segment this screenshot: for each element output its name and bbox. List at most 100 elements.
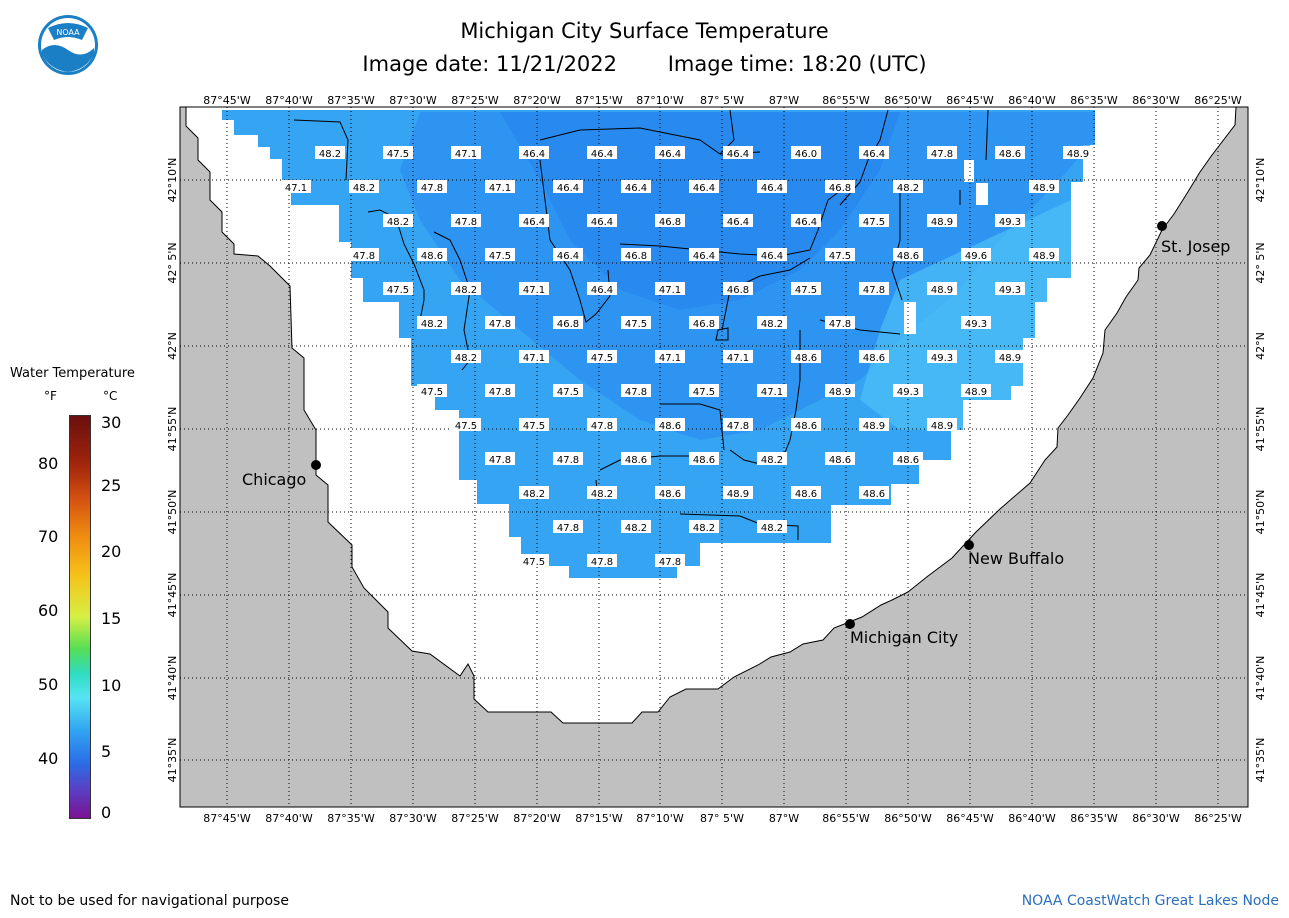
temperature-value: 46.4	[761, 251, 783, 262]
temperature-label-bg	[587, 350, 617, 363]
city-label-new-buffalo: New Buffalo	[968, 549, 1064, 568]
temperature-label-bg	[893, 248, 923, 261]
temperature-label-bg	[927, 146, 957, 159]
temperature-value: 48.6	[625, 455, 647, 466]
temperature-value: 48.6	[897, 455, 919, 466]
longitude-label: 86°50'W	[884, 812, 932, 825]
legend-f-tick: 50	[38, 675, 59, 694]
temperature-value: 49.3	[965, 319, 987, 330]
temperature-value: 46.4	[625, 183, 647, 194]
temperature-value: 49.3	[999, 217, 1021, 228]
longitude-label: 87°35'W	[327, 812, 375, 825]
temperature-label-bg	[383, 214, 413, 227]
legend-f-tick: 80	[38, 454, 59, 473]
temperature-label-bg	[553, 520, 583, 533]
temperature-value: 47.5	[387, 149, 409, 160]
temperature-label-bg	[723, 146, 753, 159]
temperature-label-bg	[587, 418, 617, 431]
temperature-value: 46.4	[727, 217, 749, 228]
latitude-label: 41°35'N	[1254, 738, 1267, 783]
temperature-value: 47.1	[761, 387, 783, 398]
temperature-value: 48.9	[1033, 251, 1055, 262]
latitude-labels-left: 42°10'N 42° 5'N 42°N 41°55'N 41°50'N 41°45'N 4…	[166, 158, 179, 783]
temperature-value: 46.8	[727, 285, 749, 296]
temperature-value: 47.5	[421, 387, 443, 398]
temperature-value: 46.4	[523, 217, 545, 228]
temperature-label-bg	[519, 418, 549, 431]
noaa-logo-icon: NOAA	[38, 15, 98, 75]
longitude-label: 87°20'W	[513, 812, 561, 825]
temperature-value: 48.2	[761, 455, 783, 466]
longitude-label: 87° 5'W	[700, 94, 744, 107]
temperature-value: 46.4	[523, 149, 545, 160]
temperature-label-bg	[689, 452, 719, 465]
temperature-value: 48.6	[829, 455, 851, 466]
temperature-value: 47.8	[931, 149, 953, 160]
longitude-label: 87°10'W	[636, 812, 684, 825]
temperature-value: 46.8	[693, 319, 715, 330]
temperature-label-bg	[689, 520, 719, 533]
longitude-labels-top: 87°45'W 87°40'W 87°35'W 87°30'W 87°25'W 87°20…	[203, 94, 1242, 107]
temperature-value: 47.8	[489, 319, 511, 330]
latitude-label: 42° 5'N	[1254, 242, 1267, 283]
temperature-label-bg	[349, 180, 379, 193]
temperature-value: 47.5	[455, 421, 477, 432]
temperature-value: 48.2	[455, 353, 477, 364]
temperature-label-bg	[417, 248, 447, 261]
temperature-value: 48.9	[999, 353, 1021, 364]
temperature-labels: 48.2 47.5 47.1 46.4 46.4 46.4 46.4 46.0 46.4 47.8…	[281, 146, 1093, 568]
temperature-value: 47.8	[863, 285, 885, 296]
longitude-label: 87°W	[769, 94, 799, 107]
temperature-label-bg	[519, 146, 549, 159]
temperature-value: 47.8	[353, 251, 375, 262]
temperature-label-bg	[927, 418, 957, 431]
temperature-label-bg	[893, 180, 923, 193]
temperature-value: 48.9	[727, 489, 749, 500]
temperature-label-bg	[859, 214, 889, 227]
temperature-label-bg	[655, 418, 685, 431]
temperature-label-bg	[757, 520, 787, 533]
temperature-value: 47.8	[557, 523, 579, 534]
temperature-label-bg	[859, 146, 889, 159]
temperature-label-bg	[791, 418, 821, 431]
temperature-label-bg	[621, 452, 651, 465]
temperature-label-bg	[485, 248, 515, 261]
temperature-value: 48.9	[965, 387, 987, 398]
longitude-label: 87°10'W	[636, 94, 684, 107]
temperature-value: 48.6	[863, 489, 885, 500]
temperature-value: 47.1	[727, 353, 749, 364]
temperature-label-bg	[281, 180, 311, 193]
city-dot-michigan-city	[845, 619, 855, 629]
temperature-value: 48.9	[931, 421, 953, 432]
temperature-value: 48.2	[693, 523, 715, 534]
temperature-label-bg	[927, 350, 957, 363]
temperature-label-bg	[485, 180, 515, 193]
temperature-value: 46.8	[659, 217, 681, 228]
temperature-value: 48.2	[625, 523, 647, 534]
temperature-value: 47.8	[421, 183, 443, 194]
temperature-value: 48.6	[693, 455, 715, 466]
latitude-label: 41°40'N	[1254, 656, 1267, 701]
temperature-value: 48.9	[1033, 183, 1055, 194]
temperature-label-bg	[689, 180, 719, 193]
temperature-label-bg	[689, 248, 719, 261]
temperature-label-bg	[451, 282, 481, 295]
latitude-label: 42°N	[1254, 332, 1267, 360]
legend-title: Water Temperature	[10, 366, 135, 381]
temperature-value: 47.1	[523, 353, 545, 364]
temperature-value: 48.9	[931, 217, 953, 228]
city-markers: St. Josep Chicago New Buffalo Michigan C…	[242, 221, 1230, 647]
temperature-label-bg	[417, 384, 447, 397]
temperature-value: 48.6	[897, 251, 919, 262]
temperature-value: 48.2	[761, 523, 783, 534]
city-dot-new-buffalo	[964, 540, 974, 550]
temperature-value: 46.4	[693, 251, 715, 262]
temperature-label-bg	[961, 316, 991, 329]
temperature-label-bg	[349, 248, 379, 261]
longitude-label: 87°30'W	[389, 94, 437, 107]
legend-c-tick: 30	[101, 413, 122, 432]
temperature-label-bg	[689, 316, 719, 329]
temperature-value: 47.1	[285, 183, 307, 194]
temperature-value: 47.8	[625, 387, 647, 398]
